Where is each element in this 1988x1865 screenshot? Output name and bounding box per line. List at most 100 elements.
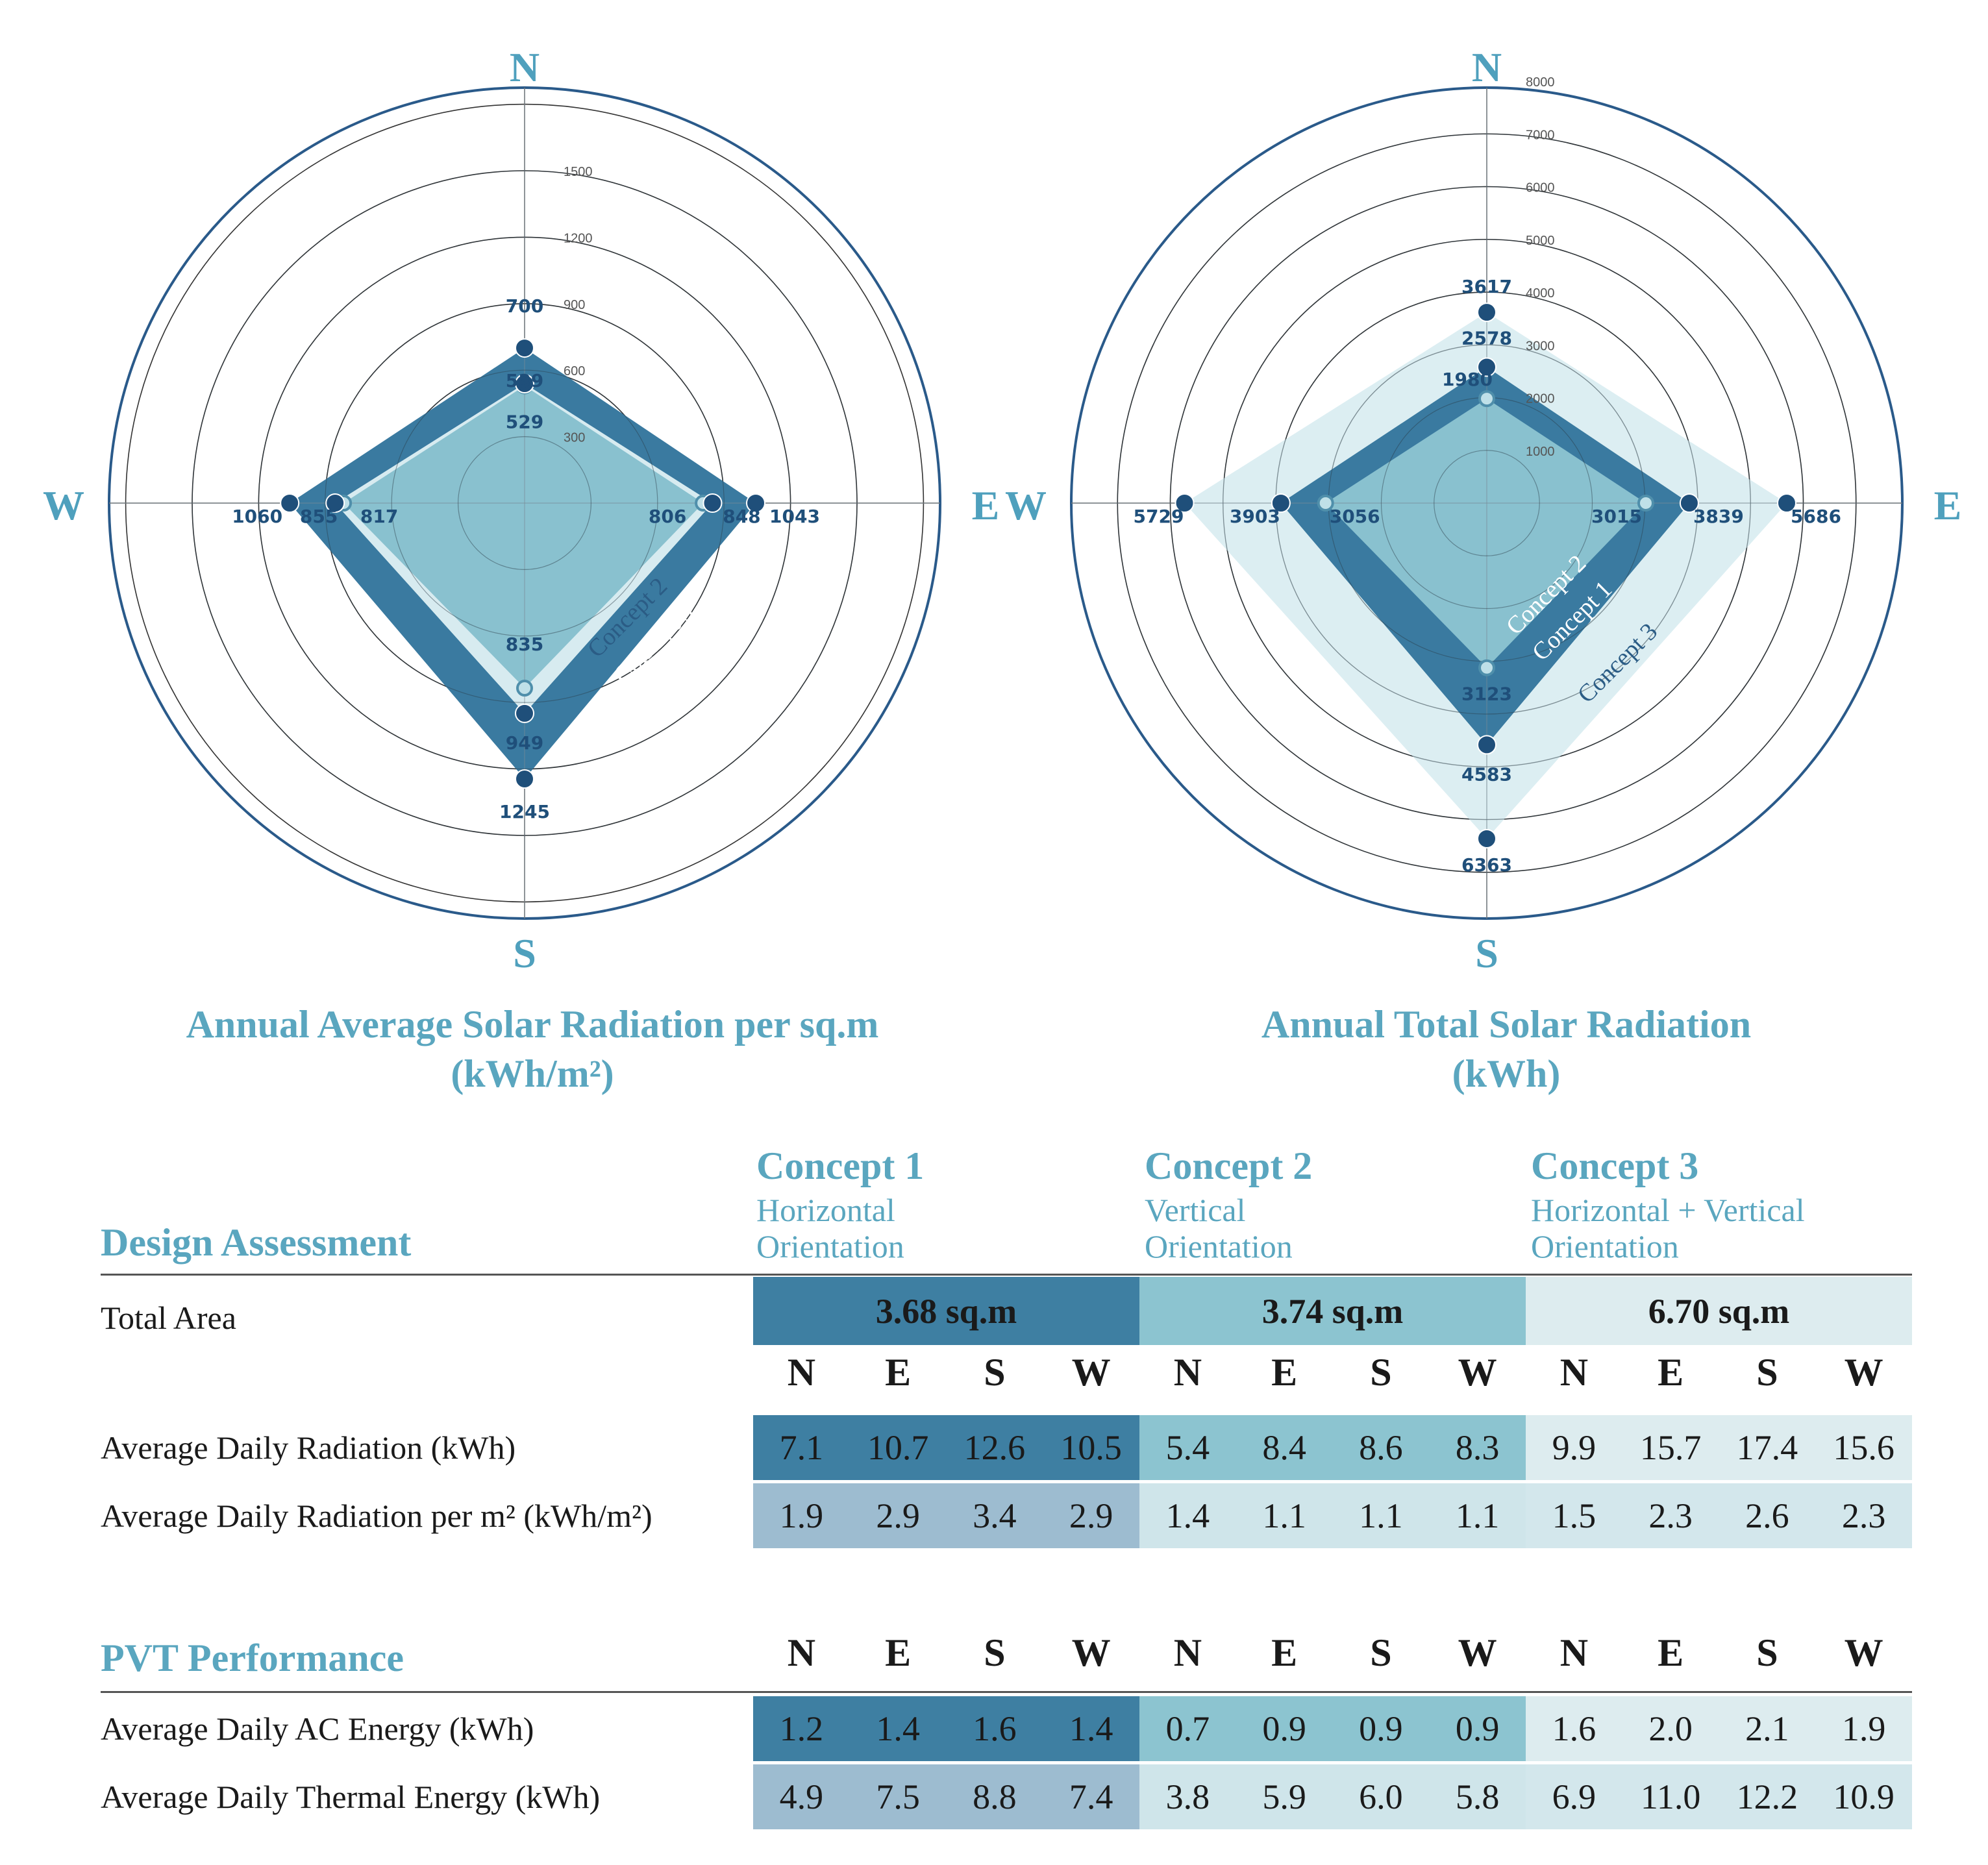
design-assessment-title: Design Assessment	[101, 1221, 412, 1264]
compass-n: N	[510, 44, 540, 90]
grid-ring-overlay	[391, 369, 658, 637]
data-label: 855	[300, 506, 338, 527]
compass-s: S	[1475, 930, 1498, 976]
table-cell: 1.1	[1359, 1496, 1403, 1535]
r-tick-label: 8000	[1526, 75, 1555, 90]
grid-ring-overlay	[1117, 133, 1857, 873]
direction-header-e: E	[1271, 1631, 1298, 1674]
data-point	[1478, 390, 1495, 408]
concept-3-desc-line2: Orientation	[1531, 1228, 1679, 1265]
direction-header-n: N	[787, 1631, 816, 1674]
table-cell: 1.6	[1552, 1709, 1597, 1748]
table-cell: 12.2	[1736, 1777, 1798, 1816]
data-point	[515, 374, 534, 394]
direction-header-n: N	[1559, 1351, 1589, 1394]
data-point	[1477, 357, 1497, 377]
data-point	[1477, 735, 1497, 755]
table-cell: 7.5	[876, 1777, 920, 1816]
table-cell: 1.5	[1552, 1496, 1597, 1535]
r-tick-label: 300	[564, 431, 585, 445]
r-tick-label: 1000	[1526, 445, 1555, 459]
direction-header-e: E	[1658, 1351, 1684, 1394]
table-cell: 2.0	[1648, 1709, 1693, 1748]
data-point	[1637, 495, 1654, 512]
direction-header-n: N	[787, 1351, 816, 1394]
chart-1-unit: (kWh/m²)	[451, 1052, 614, 1095]
concept-1-desc-line2: Orientation	[756, 1228, 904, 1265]
grid-ring-overlay	[258, 236, 791, 770]
row-band	[1526, 1415, 1912, 1480]
direction-header-n: N	[1559, 1631, 1589, 1674]
data-point	[1271, 493, 1291, 513]
data-label: 1980	[1442, 369, 1493, 390]
table-cell: 12.6	[963, 1428, 1026, 1467]
grid-ring-overlay	[1434, 450, 1540, 556]
r-tick-label: 1500	[564, 165, 593, 179]
compass-w: W	[1005, 482, 1047, 528]
concept-2-desc: Vertical Orientation	[1145, 1192, 1534, 1265]
direction-header-w: W	[1844, 1631, 1883, 1674]
table-cell: 9.9	[1552, 1428, 1597, 1467]
direction-header-s: S	[1756, 1351, 1778, 1394]
table-cell: 17.4	[1736, 1428, 1798, 1467]
table-cell: 15.7	[1639, 1428, 1702, 1467]
radar-charts: 300 600 900 1200 1500 700 1043 1245 1060 529 806 83…	[43, 44, 1961, 976]
table-cell: 3.8	[1165, 1777, 1210, 1816]
data-label: 3839	[1693, 506, 1744, 527]
table-cell: 5.9	[1262, 1777, 1306, 1816]
data-point	[515, 769, 534, 789]
table-cell: 1.2	[779, 1709, 824, 1748]
table-cell: 6.0	[1359, 1777, 1403, 1816]
data-label: 949	[506, 732, 543, 754]
data-point	[1477, 303, 1497, 323]
grid-ring-overlay	[1169, 186, 1804, 821]
data-label: 3015	[1591, 506, 1642, 527]
direction-header-e: E	[1271, 1351, 1298, 1394]
data-label: 3903	[1230, 506, 1280, 527]
row-band	[753, 1483, 1139, 1548]
table-cell: 0.9	[1455, 1709, 1500, 1748]
table-cell: 0.9	[1359, 1709, 1403, 1748]
data-label: 4583	[1461, 763, 1512, 785]
row-band	[1526, 1483, 1912, 1548]
data-label: 848	[723, 506, 760, 527]
table-cell: 10.7	[867, 1428, 929, 1467]
row-band	[1139, 1696, 1526, 1761]
series-area-concept-2	[343, 386, 704, 689]
direction-header-s: S	[1370, 1351, 1392, 1394]
r-tick-label: 600	[564, 364, 585, 378]
direction-header-s: S	[984, 1351, 1006, 1394]
compass-s: S	[513, 930, 536, 976]
compass-e: E	[972, 482, 1000, 528]
data-point	[1174, 493, 1195, 513]
design-divider	[101, 1274, 1912, 1276]
row-band	[1139, 1483, 1526, 1548]
chart-2-title-text: Annual Total Solar Radiation	[1261, 1003, 1752, 1046]
data-label: 835	[506, 634, 543, 655]
table-cell: 2.3	[1841, 1496, 1886, 1535]
table-cell: 1.1	[1262, 1496, 1306, 1535]
table-cell: 1.9	[779, 1496, 824, 1535]
data-point	[515, 703, 534, 723]
row-band	[753, 1415, 1139, 1480]
table-cell: 10.9	[1833, 1777, 1895, 1816]
data-label: 5729	[1134, 506, 1184, 527]
data-point	[516, 680, 533, 697]
chart-2-unit: (kWh)	[1452, 1052, 1561, 1095]
row-label-daily-radiation: Average Daily Radiation (kWh)	[101, 1429, 516, 1466]
chart-2-title: Annual Total Solar Radiation (kWh)	[1052, 1000, 1961, 1098]
direction-header-n: N	[1173, 1631, 1202, 1674]
data-label: 1245	[499, 801, 550, 822]
row-band	[1139, 1415, 1526, 1480]
data-point	[1317, 495, 1334, 512]
series-area-concept-2	[1325, 399, 1646, 668]
data-label: 817	[360, 506, 398, 527]
r-tick-label: 1200	[564, 231, 593, 245]
radar-chart-1: 300 600 900 1200 1500 700 1043 1245 1060 529 806 83…	[43, 44, 999, 976]
table-cell: 6.9	[1552, 1777, 1597, 1816]
concept-1-area: 3.68 sq.m	[753, 1277, 1139, 1345]
table-cell: 7.4	[1069, 1777, 1113, 1816]
grid-ring-overlay	[1223, 239, 1751, 767]
data-label: 6363	[1461, 854, 1512, 876]
